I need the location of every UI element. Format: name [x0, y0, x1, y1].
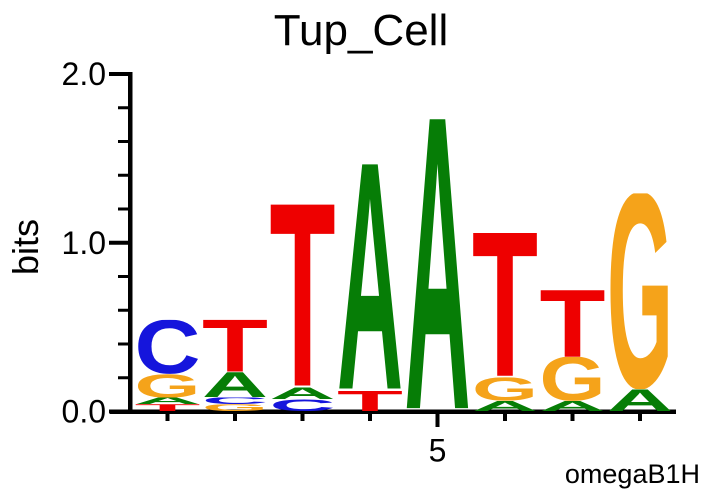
- logo-letter-T: T: [202, 305, 268, 388]
- y-major-tick: [109, 409, 128, 414]
- logo-letter-T: T: [337, 385, 403, 417]
- y-major-tick: [109, 72, 128, 76]
- y-minor-tick: [118, 376, 128, 380]
- y-minor-tick: [118, 207, 128, 211]
- logo-letter-glyph: C: [270, 396, 336, 415]
- logo-letter-glyph: G: [202, 402, 268, 413]
- logo-letter-C: C: [270, 396, 336, 415]
- logo-letter-glyph: C: [202, 396, 268, 407]
- logo-letter-glyph: A: [607, 382, 673, 417]
- chart-title: Tup_Cell: [274, 6, 448, 55]
- x-minor-tick: [503, 414, 507, 421]
- x-minor-tick: [233, 414, 237, 421]
- y-axis-title: bits: [5, 219, 46, 275]
- logo-letter-A: A: [202, 365, 268, 406]
- logo-letter-A: A: [472, 398, 538, 414]
- y-tick-label: 2.0: [62, 56, 106, 92]
- x-minor-tick: [368, 414, 372, 421]
- logo-letter-A: A: [337, 94, 403, 458]
- logo-letter-glyph: A: [135, 396, 201, 407]
- logo-letter-glyph: A: [540, 398, 606, 414]
- y-minor-tick: [118, 275, 128, 278]
- logo-letter-glyph: A: [337, 94, 403, 458]
- x-minor-tick: [165, 414, 170, 421]
- logo-letter-A: A: [607, 382, 673, 417]
- logo-letter-glyph: G: [472, 371, 538, 409]
- logo-letter-glyph: G: [607, 135, 673, 447]
- logo-letter-C: C: [135, 304, 201, 390]
- x-minor-tick: [300, 414, 305, 421]
- logo-letter-G: G: [540, 343, 606, 413]
- y-major-tick: [109, 240, 128, 245]
- logo-letter-glyph: T: [270, 147, 336, 441]
- logo-letter-glyph: T: [540, 270, 606, 377]
- x-minor-tick: [638, 414, 642, 421]
- logo-letter-A: A: [270, 384, 336, 403]
- logo-letter-G: G: [135, 367, 201, 405]
- x-major-tick: [435, 414, 440, 427]
- y-minor-tick: [118, 308, 128, 312]
- logo-letter-G: G: [472, 371, 538, 409]
- logo-letter-A: A: [540, 398, 606, 414]
- logo-letter-T: T: [135, 402, 201, 413]
- logo-letter-T: T: [270, 147, 336, 441]
- y-tick-label: 0.0: [62, 394, 106, 430]
- logo-letter-T: T: [472, 189, 538, 421]
- logo-letter-glyph: T: [337, 385, 403, 417]
- footer-label: omegaB1H: [565, 459, 700, 489]
- logo-letter-G: G: [202, 402, 268, 413]
- axes: 0.0 1.0 2.0 5: [62, 56, 676, 469]
- x-minor-tick: [570, 414, 575, 421]
- x-axis-line: [110, 409, 676, 414]
- logo-letter-glyph: T: [135, 402, 201, 413]
- y-tick-label: 1.0: [62, 225, 106, 261]
- logo-letter-glyph: A: [202, 365, 268, 406]
- logo-letter-glyph: G: [135, 367, 201, 405]
- logo-letter-A: A: [405, 30, 471, 496]
- logo-letter-glyph: A: [472, 398, 538, 414]
- logo-letter-C: C: [202, 396, 268, 407]
- logo-letter-glyph: G: [540, 343, 606, 413]
- logo-letter-glyph: T: [472, 189, 538, 421]
- y-minor-tick: [118, 106, 128, 110]
- logo-letter-A: A: [135, 396, 201, 407]
- logo-letter-G: G: [607, 135, 673, 447]
- logo-letter-glyph: A: [270, 384, 336, 403]
- logo-letter-glyph: C: [135, 304, 201, 390]
- y-minor-tick: [118, 342, 128, 346]
- logo-letter-glyph: A: [405, 30, 471, 496]
- x-tick-label: 5: [429, 433, 447, 469]
- y-minor-tick: [118, 173, 128, 177]
- logo-letter-T: T: [540, 270, 606, 377]
- y-minor-tick: [118, 140, 128, 143]
- y-axis-line: [128, 72, 133, 414]
- logo-letter-glyph: T: [202, 305, 268, 388]
